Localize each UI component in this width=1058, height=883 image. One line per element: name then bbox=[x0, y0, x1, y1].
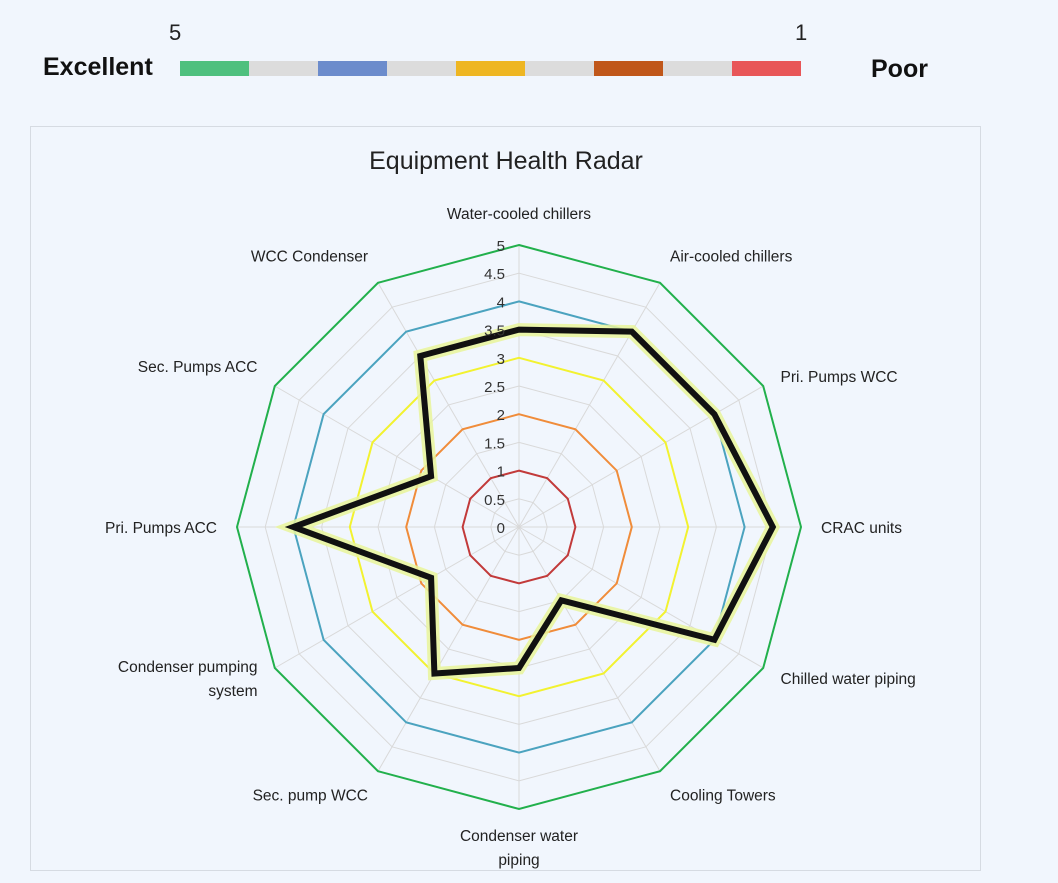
grid-spoke bbox=[518, 526, 661, 772]
r-tick-label: 1 bbox=[497, 464, 505, 481]
grid-spoke bbox=[377, 526, 520, 772]
r-tick-label: 2 bbox=[497, 407, 505, 424]
r-tick-label: 2.5 bbox=[484, 379, 505, 396]
scale-segment bbox=[249, 61, 318, 76]
scale-segment bbox=[180, 61, 249, 76]
r-tick-label: 3.5 bbox=[484, 323, 505, 340]
category-label: Condenser pumping system bbox=[118, 659, 258, 700]
scale-left-value: 5 bbox=[169, 20, 182, 45]
scale-left-label: Excellent bbox=[43, 53, 153, 81]
r-tick-label: 3 bbox=[497, 351, 505, 368]
scale-color-bar bbox=[180, 61, 801, 76]
category-label: Air-cooled chillers bbox=[670, 249, 793, 266]
r-tick-label: 5 bbox=[497, 238, 505, 255]
chart-title: Equipment Health Radar bbox=[369, 147, 643, 175]
category-label: Condenser water piping bbox=[460, 828, 578, 869]
grid-spoke bbox=[518, 282, 661, 528]
category-label: Chilled water piping bbox=[781, 671, 916, 688]
series-line bbox=[284, 326, 777, 677]
category-label: Sec. Pumps ACC bbox=[138, 359, 258, 376]
r-tick-label: 1.5 bbox=[484, 435, 505, 452]
scale-segment bbox=[732, 61, 801, 76]
grid-spoke bbox=[274, 385, 520, 528]
scale-right-label: Poor bbox=[871, 55, 928, 83]
r-tick-label: 0.5 bbox=[484, 492, 505, 509]
grid-spoke bbox=[274, 526, 520, 669]
category-label: Sec. pump WCC bbox=[253, 788, 368, 805]
category-label: Water-cooled chillers bbox=[447, 206, 591, 223]
reference-series-line bbox=[461, 469, 577, 585]
grid-spoke bbox=[518, 385, 764, 528]
scale-segment bbox=[525, 61, 594, 76]
rating-scale-legend: 5 1 Excellent Poor bbox=[0, 0, 1058, 110]
scale-right-value: 1 bbox=[795, 20, 808, 45]
scale-segment bbox=[663, 61, 732, 76]
scale-segment bbox=[387, 61, 456, 76]
scale-segment bbox=[456, 61, 525, 76]
reference-series-line bbox=[348, 356, 690, 698]
category-label: CRAC units bbox=[821, 520, 902, 537]
r-tick-label: 4 bbox=[497, 294, 505, 311]
r-tick-label: 0 bbox=[497, 520, 505, 537]
category-label: Pri. Pumps WCC bbox=[781, 369, 898, 386]
category-label: Pri. Pumps ACC bbox=[105, 520, 217, 537]
reference-series-line bbox=[405, 413, 633, 641]
radar-chart: Equipment Health Radar 0 0.5 1 1.5 2 2.5 3 3.5 4… bbox=[105, 147, 916, 869]
scale-segment bbox=[594, 61, 663, 76]
grid-spoke bbox=[518, 526, 764, 669]
category-label: Cooling Towers bbox=[670, 788, 776, 805]
category-label: WCC Condenser bbox=[251, 249, 368, 266]
scale-segment bbox=[318, 61, 387, 76]
reference-series-line bbox=[235, 243, 803, 811]
grid-spoke bbox=[377, 282, 520, 528]
chart-area: Equipment Health Radar 0 0.5 1 1.5 2 2.5 3 3.5 4… bbox=[30, 126, 981, 871]
r-tick-label: 4.5 bbox=[484, 266, 505, 283]
